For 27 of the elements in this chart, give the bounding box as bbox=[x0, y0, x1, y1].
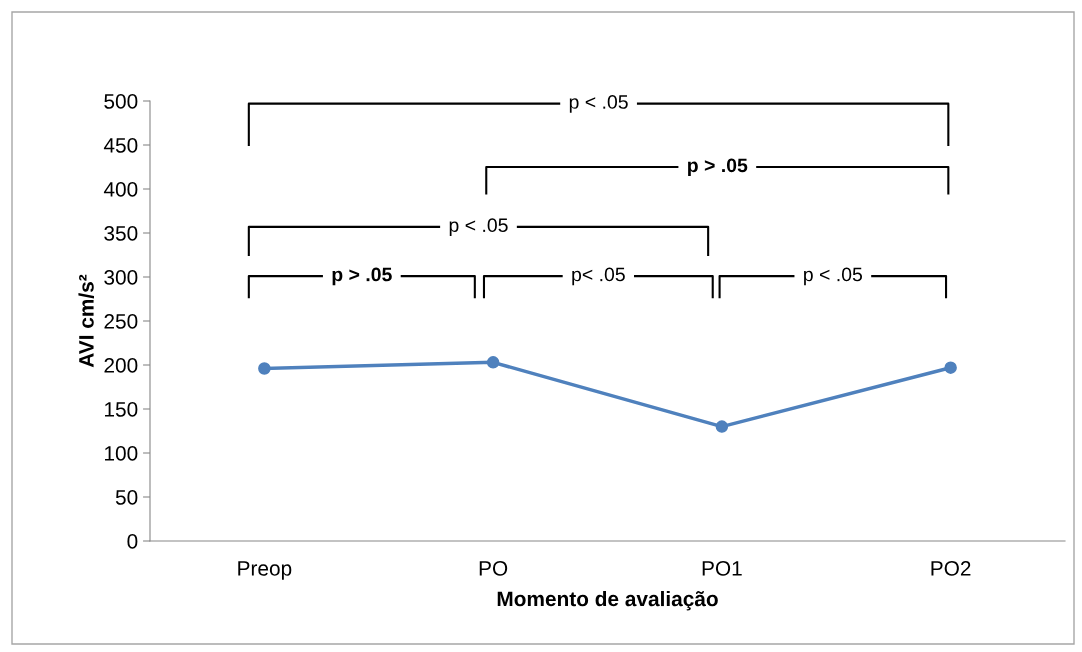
y-tick-label: 250 bbox=[104, 314, 138, 329]
y-tick-label: 0 bbox=[127, 534, 138, 549]
annotation: p > .05 bbox=[688, 158, 748, 177]
x-tick-label: PO2 bbox=[931, 560, 971, 576]
point bbox=[944, 361, 957, 374]
y-tick-label: 450 bbox=[103, 138, 138, 153]
annotation: p < .05 bbox=[804, 267, 863, 286]
point bbox=[258, 362, 271, 375]
point bbox=[715, 420, 729, 433]
x-tick-label: Preop bbox=[238, 561, 292, 580]
annotation: p < .05 bbox=[449, 218, 508, 236]
annotation: p < .05 bbox=[569, 95, 628, 113]
y-tick-label: 200 bbox=[104, 358, 138, 373]
annotation: p< .05 bbox=[572, 267, 625, 286]
y-tick-label: 100 bbox=[105, 446, 138, 461]
x-tick-label: PO1 bbox=[702, 560, 742, 576]
x-tick-label: PO bbox=[479, 560, 508, 576]
y-tick-label: 500 bbox=[104, 94, 138, 109]
y-tick-label: 150 bbox=[105, 402, 138, 417]
y-tick-label: 400 bbox=[103, 182, 138, 197]
y-tick-label: 50 bbox=[115, 490, 138, 505]
x-axis-title: Momento de avaliação bbox=[497, 590, 718, 611]
point bbox=[486, 356, 500, 369]
y-tick-label: 350 bbox=[104, 226, 138, 241]
y-tick-label: 300 bbox=[104, 270, 138, 285]
annotation: p > .05 bbox=[332, 267, 392, 286]
y-axis-title: AVI cm/s² bbox=[78, 274, 94, 368]
